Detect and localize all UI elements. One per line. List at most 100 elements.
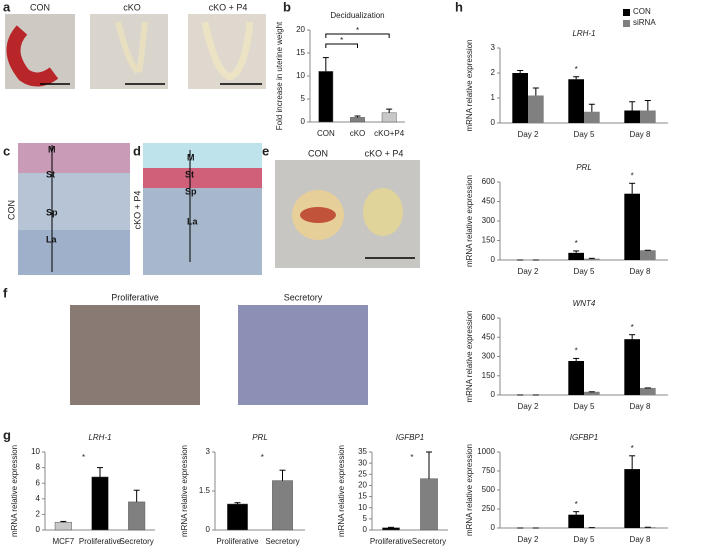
photo-label: cKO + P4 [365, 148, 404, 158]
bar [624, 469, 640, 528]
y-tick-label: 300 [482, 352, 496, 361]
photo-label: cKO + P4 [132, 191, 142, 230]
chart-title: LRH-1 [88, 433, 111, 442]
photo-tissue [6, 25, 59, 87]
chart-title: PRL [576, 163, 592, 172]
y-tick-label: 500 [482, 485, 496, 494]
bar [568, 514, 584, 528]
significance-label: * [631, 323, 634, 332]
y-tick-label: 0 [491, 255, 496, 264]
layer-label: St [46, 169, 55, 179]
y-tick-label: 1.5 [199, 486, 211, 495]
y-tick-label: 5 [301, 94, 306, 103]
chart-title: IGFBP1 [570, 433, 598, 442]
y-axis-label: mRNA relative expression [337, 445, 346, 537]
bar [624, 339, 640, 395]
y-tick-label: 0 [36, 525, 41, 534]
x-tick-label: Day 5 [574, 402, 595, 411]
chart-title: IGFBP1 [396, 433, 424, 442]
y-axis-label: mRNA relative expression [465, 39, 474, 131]
bar [350, 117, 365, 123]
significance-label: * [631, 171, 634, 180]
legend-label: CON [633, 7, 651, 16]
x-tick-label: Day 2 [518, 535, 539, 544]
y-tick-label: 0 [363, 525, 368, 534]
panel-letter: c [3, 143, 10, 158]
photo [70, 305, 200, 405]
x-tick-label: cKO+P4 [374, 129, 405, 138]
bar [381, 112, 397, 123]
photo-tissue [363, 188, 403, 236]
significance-label: * [575, 500, 578, 509]
y-tick-label: 6 [36, 478, 41, 487]
bar [420, 478, 438, 531]
y-tick-label: 600 [482, 177, 496, 186]
y-tick-label: 2 [36, 510, 41, 519]
y-tick-label: 20 [358, 481, 367, 490]
y-tick-label: 5 [363, 514, 368, 523]
bar [584, 111, 600, 123]
y-axis-label: mRNA relative expression [465, 175, 474, 267]
significance-label: * [340, 36, 343, 45]
y-tick-label: 35 [358, 447, 367, 456]
x-tick-label: Day 2 [518, 267, 539, 276]
panel-letter: h [455, 0, 463, 14]
layer-label: La [187, 216, 198, 226]
photo-layer [143, 168, 262, 188]
chart-title: LRH-1 [572, 29, 595, 38]
x-tick-label: Day 8 [630, 402, 651, 411]
y-tick-label: 10 [358, 503, 367, 512]
y-tick-label: 30 [358, 458, 367, 467]
panel-letter: f [3, 285, 8, 300]
significance-label: * [575, 347, 578, 356]
significance-label: * [410, 453, 413, 462]
bar [318, 71, 334, 123]
y-tick-label: 8 [36, 463, 41, 472]
y-tick-label: 25 [358, 469, 367, 478]
bar [272, 480, 293, 531]
photo-label: CON [308, 148, 328, 158]
photo-label: CON [30, 2, 50, 12]
photo-layer [18, 143, 130, 173]
bar [568, 360, 584, 395]
y-axis-label: mRNA relative expression [180, 445, 189, 537]
x-tick-label: Proliferative [79, 537, 122, 546]
bar [624, 193, 640, 260]
photo-label: cKO + P4 [209, 2, 248, 12]
x-tick-label: Day 5 [574, 130, 595, 139]
y-tick-label: 10 [296, 71, 305, 80]
photo-tissue [300, 207, 336, 223]
y-tick-label: 600 [482, 313, 496, 322]
bar [568, 252, 584, 260]
y-tick-label: 0 [301, 117, 306, 126]
y-tick-label: 20 [296, 25, 305, 34]
photo-label: Secretory [284, 292, 323, 302]
x-tick-label: Day 2 [518, 402, 539, 411]
significance-label: * [261, 453, 264, 462]
bar [54, 521, 72, 531]
x-tick-label: Day 2 [518, 130, 539, 139]
chart-title: Decidualization [330, 11, 384, 20]
x-tick-label: Day 5 [574, 267, 595, 276]
x-tick-label: Proliferative [370, 537, 413, 546]
layer-label: M [187, 152, 195, 162]
layer-label: Sp [185, 186, 197, 196]
bar [382, 527, 400, 531]
legend-label: siRNA [633, 18, 656, 27]
photo-layer [18, 230, 130, 275]
y-tick-label: 0 [491, 390, 496, 399]
x-tick-label: CON [317, 129, 335, 138]
y-tick-label: 0 [491, 118, 496, 127]
bar [227, 503, 248, 531]
y-axis-label: mRNA relative expression [465, 444, 474, 536]
photo-label: cKO [123, 2, 141, 12]
bar [624, 110, 640, 123]
x-tick-label: Secretory [412, 537, 446, 546]
y-tick-label: 3 [491, 43, 496, 52]
bar [128, 501, 146, 531]
y-tick-label: 300 [482, 216, 496, 225]
bar [568, 79, 584, 123]
photo-tissue [115, 21, 148, 75]
bar [640, 387, 656, 395]
